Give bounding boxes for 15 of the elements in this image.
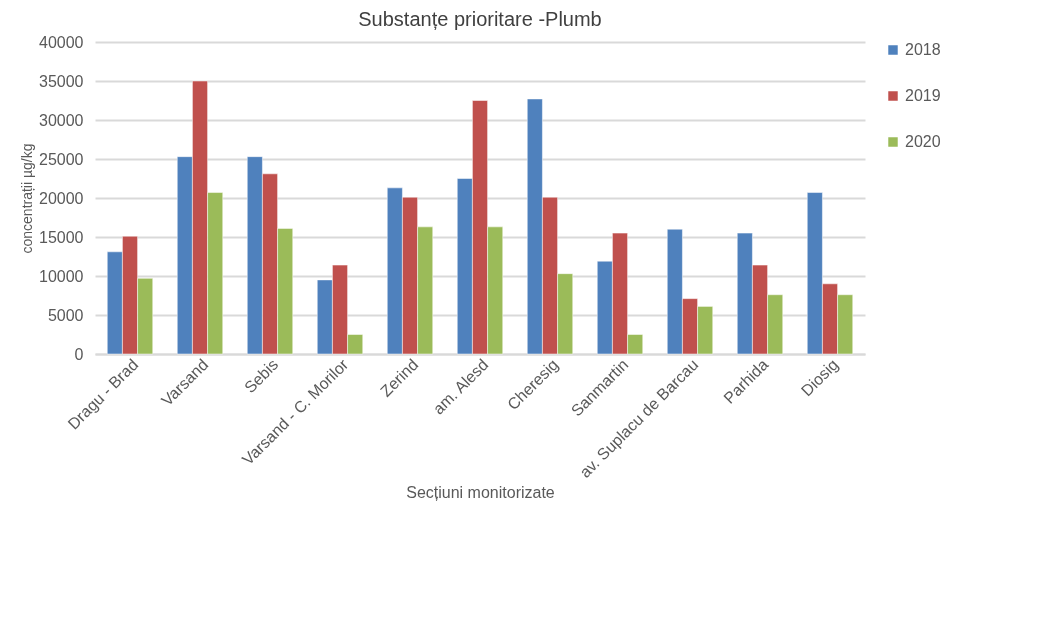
y-tick-label: 15000 — [39, 228, 84, 246]
y-tick-label: 10000 — [39, 267, 84, 285]
legend-label: 2018 — [905, 41, 941, 58]
y-tick-label: 40000 — [39, 33, 84, 51]
y-tick-label: 0 — [74, 345, 84, 363]
y-tick-label: 35000 — [39, 72, 84, 90]
y-tick-label: 5000 — [47, 306, 84, 324]
y-tick-label: 25000 — [39, 150, 84, 168]
x-axis-title: Secțiuni monitorizate — [406, 483, 555, 501]
y-tick-label: 30000 — [39, 111, 84, 129]
legend-label: 2020 — [905, 133, 941, 150]
y-axis-title: concentrații µg/kg — [19, 143, 36, 254]
y-tick-label: 20000 — [39, 189, 84, 207]
chart-title: Substanțe prioritare -Plumb — [358, 8, 602, 30]
legend-label: 2019 — [905, 87, 941, 104]
